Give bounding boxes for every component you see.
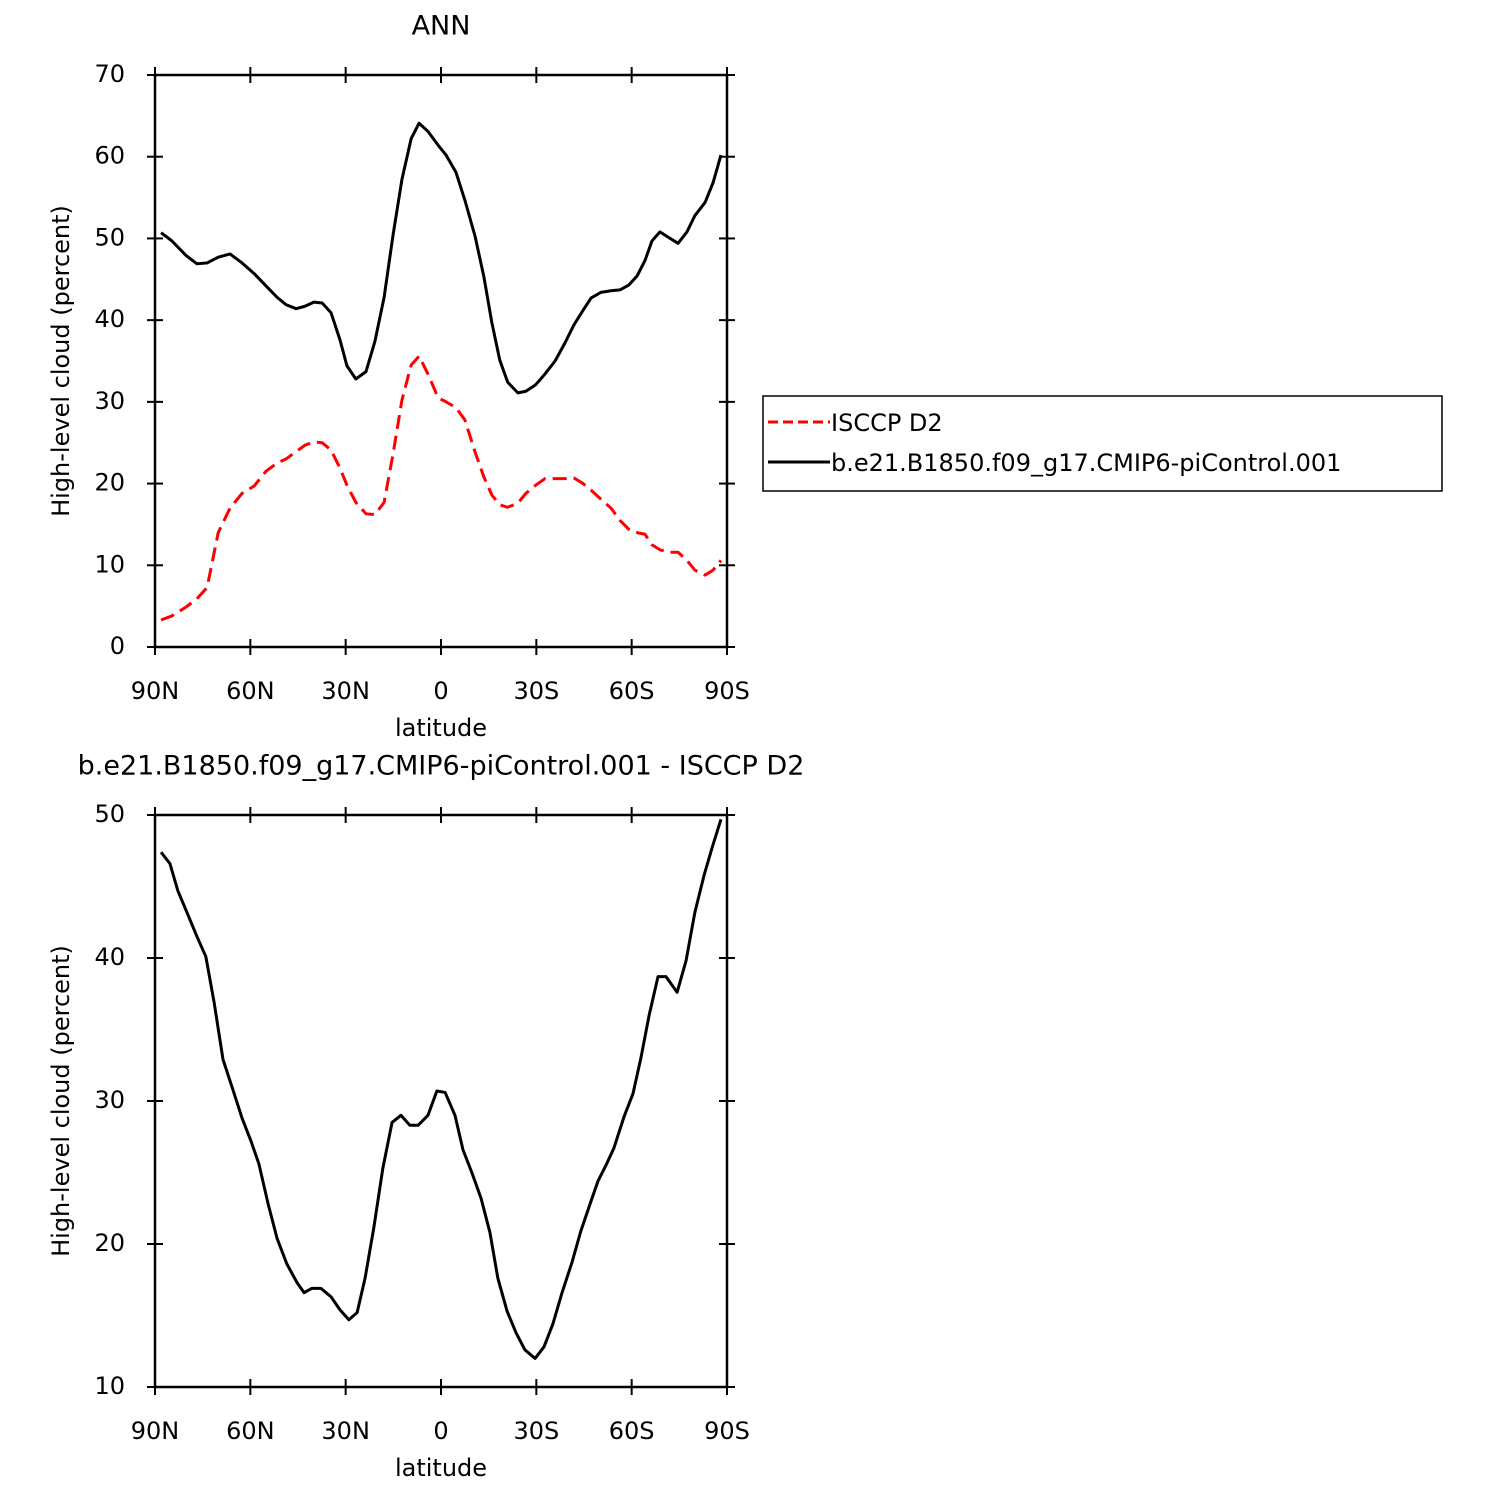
x-tick-label: 60S [609,1417,655,1445]
y-tick-label: 20 [94,469,125,497]
x-tick-label: 0 [433,677,448,705]
x-tick-label: 30S [513,677,559,705]
chart-title: ANN [412,11,471,42]
y-tick-label: 20 [94,1229,125,1257]
legend-box [762,395,1443,492]
data-line [160,121,723,395]
legend-label: b.e21.B1850.f09_g17.CMIP6-piControl.001 [831,449,1341,477]
x-tick-label: 90N [131,677,180,705]
x-tick-label: 90N [131,1417,180,1445]
x-tick-label: 0 [433,1417,448,1445]
y-tick-label: 40 [94,943,125,971]
legend-label: ISCCP D2 [831,409,943,437]
x-tick-label: 30N [321,1417,370,1445]
y-tick-label: 0 [110,632,125,660]
data-line [160,354,723,622]
data-line [159,818,723,1360]
x-tick-label: 60N [226,1417,275,1445]
x-axis-label: latitude [395,714,487,742]
x-tick-label: 60S [609,677,655,705]
plot-frame [153,73,729,649]
y-tick-label: 10 [94,1372,125,1400]
y-tick-label: 60 [94,142,125,170]
x-tick-label: 30S [513,1417,559,1445]
x-tick-label: 60N [226,677,275,705]
x-tick-label: 90S [704,1417,750,1445]
chart-title: b.e21.B1850.f09_g17.CMIP6-piControl.001 … [78,751,805,782]
x-tick-label: 30N [321,677,370,705]
y-tick-label: 30 [94,387,125,415]
x-tick-label: 90S [704,677,750,705]
y-tick-label: 30 [94,1086,125,1114]
y-tick-label: 70 [94,60,125,88]
x-axis-label: latitude [395,1454,487,1482]
y-tick-label: 50 [94,223,125,251]
y-tick-label: 50 [94,800,125,828]
y-tick-label: 10 [94,550,125,578]
y-tick-label: 40 [94,305,125,333]
y-axis-label: High-level cloud (percent) [47,945,75,1257]
plot-frame [153,813,729,1389]
y-axis-label: High-level cloud (percent) [47,205,75,517]
